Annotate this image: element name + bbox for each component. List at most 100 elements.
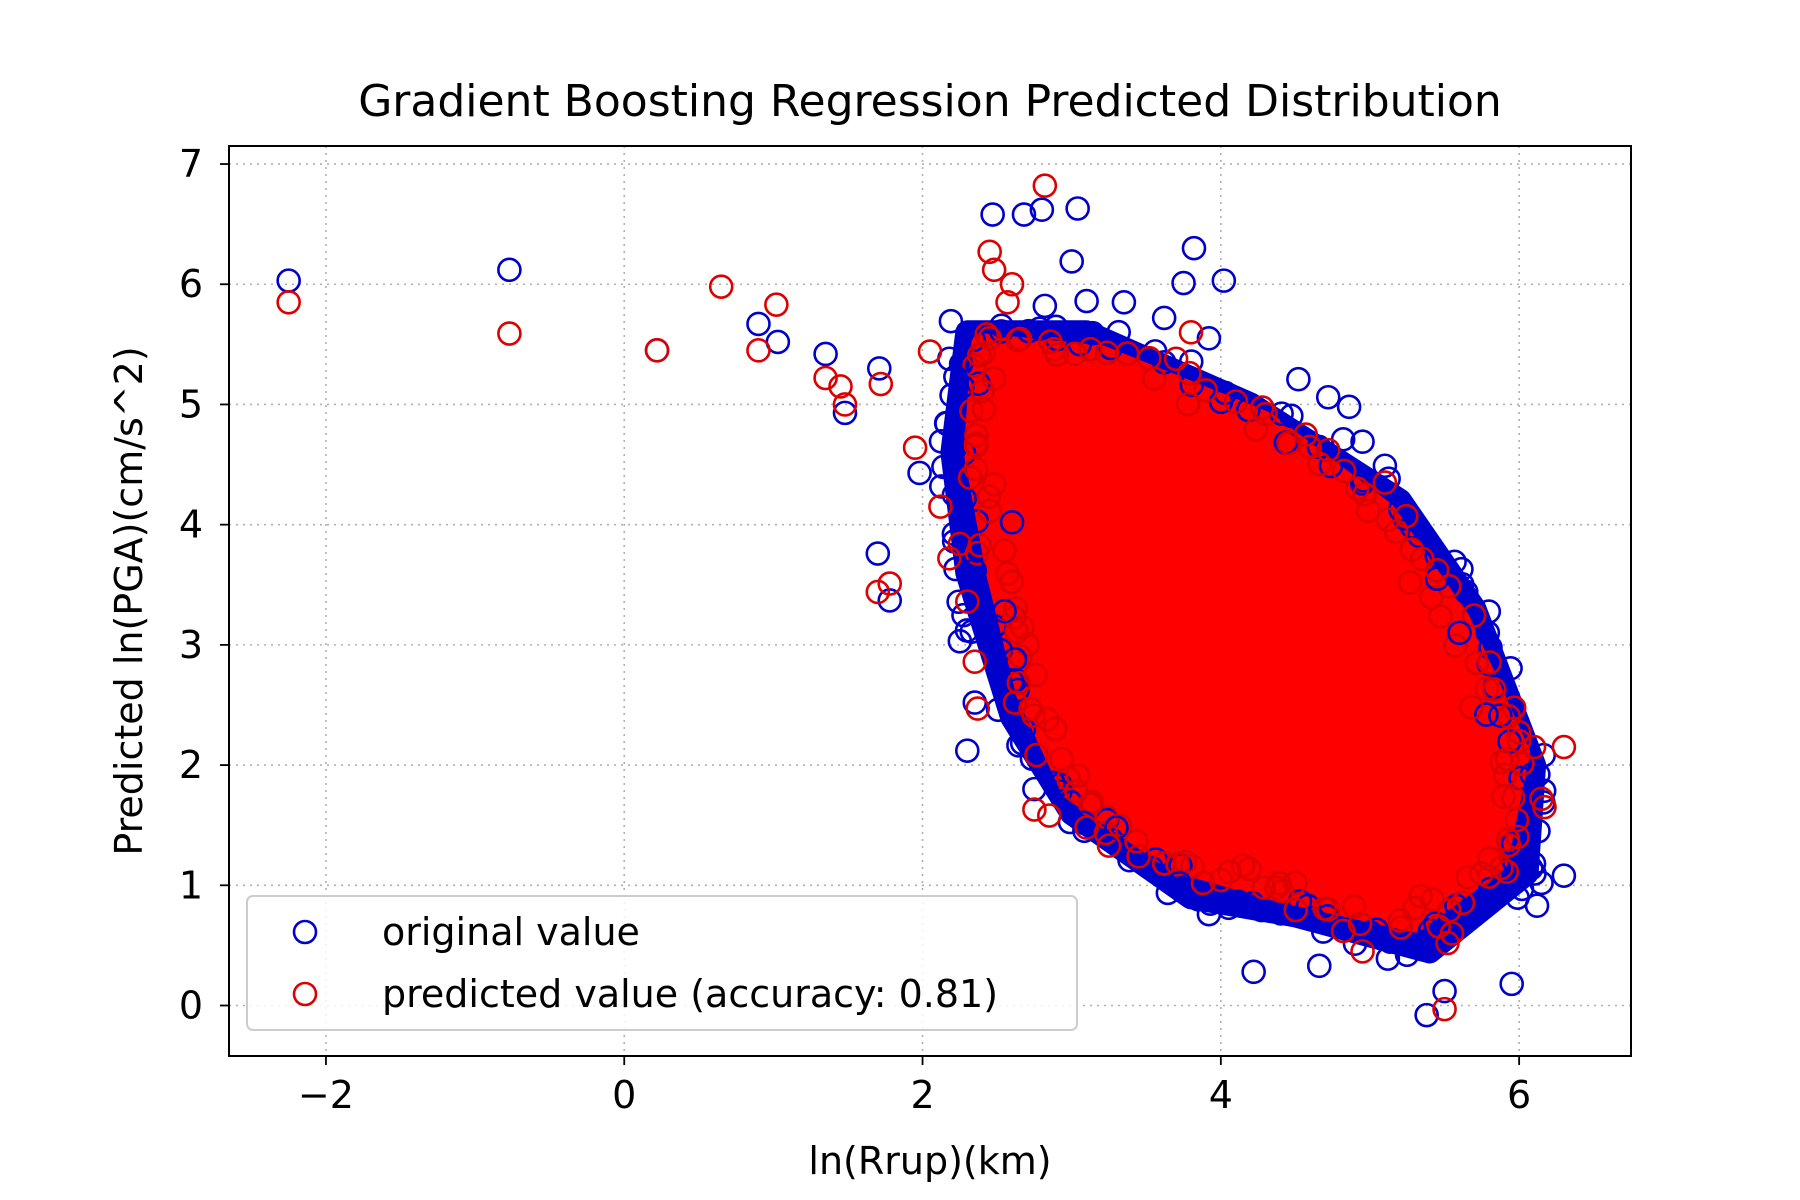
predicted-value-point bbox=[832, 392, 858, 417]
y-tick-label: 3 bbox=[179, 623, 203, 667]
original-value-point bbox=[832, 400, 858, 426]
x-tick-label: 0 bbox=[612, 1073, 636, 1117]
original-value-cloud-marker bbox=[1048, 779, 1073, 804]
original-value-point bbox=[980, 202, 1005, 227]
predicted-value-cloud-marker bbox=[1461, 603, 1487, 628]
original-value-cloud-marker bbox=[1098, 335, 1123, 361]
predicted-value-point bbox=[1350, 939, 1375, 964]
predicted-value-cloud-marker bbox=[995, 561, 1020, 586]
x-tick-label: 2 bbox=[910, 1073, 934, 1117]
predicted-value-cloud-marker bbox=[1428, 604, 1453, 629]
legend: original value predicted value (accuracy… bbox=[246, 895, 1078, 1031]
predicted-value-point bbox=[1532, 794, 1557, 820]
predicted-value-cloud bbox=[974, 344, 1520, 922]
original-value-cloud-marker bbox=[946, 589, 971, 615]
predicted-value-cloud-marker bbox=[1165, 851, 1190, 877]
predicted-value-cloud-marker bbox=[1504, 807, 1530, 833]
original-value-cloud-marker bbox=[1364, 917, 1389, 943]
legend-label-original: original value bbox=[382, 910, 640, 954]
predicted-value-cloud-marker bbox=[1230, 853, 1256, 879]
predicted-value-point bbox=[276, 289, 301, 315]
predicted-value-cloud-marker bbox=[1007, 326, 1033, 352]
x-tick-label: 4 bbox=[1209, 1073, 1233, 1117]
predicted-value-point bbox=[1494, 746, 1520, 772]
y-tick-label: 4 bbox=[179, 503, 203, 547]
predicted-value-point bbox=[746, 338, 771, 363]
predicted-value-cloud-marker bbox=[1307, 451, 1333, 477]
predicted-value-point bbox=[868, 371, 894, 397]
predicted-value-cloud-marker bbox=[1023, 662, 1049, 688]
predicted-value-cloud-marker bbox=[1383, 519, 1409, 545]
predicted-value-point bbox=[1283, 870, 1308, 896]
predicted-value-cloud-marker bbox=[974, 322, 1000, 347]
predicted-value-cloud-marker bbox=[971, 396, 997, 422]
predicted-value-point bbox=[1037, 803, 1062, 828]
predicted-value-cloud-marker bbox=[1018, 696, 1043, 722]
predicted-value-cloud-marker bbox=[1477, 650, 1502, 675]
legend-marker-predicted bbox=[292, 981, 318, 1007]
original-value-point bbox=[1002, 647, 1028, 672]
predicted-value-point bbox=[1330, 918, 1356, 944]
predicted-value-cloud-marker bbox=[1283, 897, 1309, 923]
predicted-value-cloud-marker bbox=[1078, 336, 1103, 362]
predicted-value-cloud-marker bbox=[1223, 389, 1249, 414]
original-value-point bbox=[1524, 893, 1550, 919]
predicted-value-cloud-marker bbox=[981, 472, 1007, 497]
original-value-point bbox=[1166, 870, 1192, 896]
predicted-value-cloud-marker bbox=[1455, 864, 1481, 890]
original-value-cloud-marker bbox=[1376, 466, 1401, 492]
predicted-value-cloud-marker bbox=[1481, 677, 1507, 702]
predicted-value-cloud-marker bbox=[1217, 859, 1242, 885]
predicted-value-point bbox=[917, 339, 943, 364]
original-value-cloud-marker bbox=[1279, 403, 1304, 429]
predicted-value-cloud-marker bbox=[1469, 861, 1494, 886]
original-value-point bbox=[865, 541, 891, 566]
y-tick-label: 0 bbox=[179, 984, 203, 1028]
predicted-value-point bbox=[999, 271, 1025, 297]
original-value-point bbox=[959, 619, 985, 644]
original-value-point bbox=[1336, 394, 1362, 420]
original-value-cloud-marker bbox=[928, 474, 954, 499]
y-tick-label: 7 bbox=[179, 142, 203, 186]
predicted-value-cloud-marker bbox=[1408, 883, 1433, 909]
predicted-value-point bbox=[877, 571, 903, 596]
predicted-value-point bbox=[1521, 734, 1547, 760]
predicted-value-cloud-marker bbox=[1387, 908, 1413, 933]
predicted-value-cloud-marker bbox=[1397, 570, 1423, 595]
y-tick-label: 1 bbox=[179, 863, 203, 907]
predicted-value-point bbox=[1432, 996, 1457, 1022]
predicted-value-cloud-marker bbox=[1293, 422, 1319, 447]
predicted-value-cloud-marker bbox=[1264, 875, 1289, 900]
predicted-value-point bbox=[1372, 470, 1398, 495]
predicted-value-point bbox=[928, 494, 953, 519]
original-value-point bbox=[1474, 702, 1499, 727]
original-value-point bbox=[1529, 870, 1554, 896]
legend-label-predicted: predicted value (accuracy: 0.81) bbox=[382, 972, 998, 1016]
original-value-cloud-marker bbox=[1226, 889, 1251, 915]
predicted-value-point bbox=[1074, 815, 1099, 840]
predicted-value-cloud-marker bbox=[1506, 719, 1532, 745]
plot-area bbox=[276, 173, 1577, 1028]
predicted-value-cloud-marker bbox=[1126, 844, 1151, 869]
predicted-value-point bbox=[947, 531, 973, 557]
predicted-value-cloud-marker bbox=[1341, 894, 1367, 919]
predicted-value-cloud-marker bbox=[1494, 859, 1520, 885]
predicted-value-cloud-marker bbox=[1062, 341, 1088, 367]
predicted-value-cloud-marker bbox=[971, 340, 997, 366]
original-value-cloud-marker bbox=[1394, 942, 1420, 968]
predicted-value-point bbox=[1022, 797, 1047, 822]
legend-box bbox=[246, 895, 1078, 1031]
original-value-point bbox=[1181, 235, 1207, 261]
original-value-cloud-marker bbox=[1478, 635, 1503, 660]
predicted-value-point bbox=[644, 338, 670, 363]
predicted-value-point bbox=[813, 365, 838, 391]
predicted-value-point bbox=[1032, 173, 1058, 198]
original-value-point bbox=[1499, 971, 1524, 997]
original-value-point bbox=[1551, 863, 1577, 888]
predicted-value-point bbox=[1002, 690, 1028, 715]
original-value-cloud-marker bbox=[1488, 703, 1513, 728]
original-value-point bbox=[1022, 776, 1047, 802]
predicted-value-point bbox=[1506, 728, 1532, 754]
original-value-point bbox=[1432, 978, 1457, 1004]
y-tick-label: 2 bbox=[179, 743, 203, 787]
